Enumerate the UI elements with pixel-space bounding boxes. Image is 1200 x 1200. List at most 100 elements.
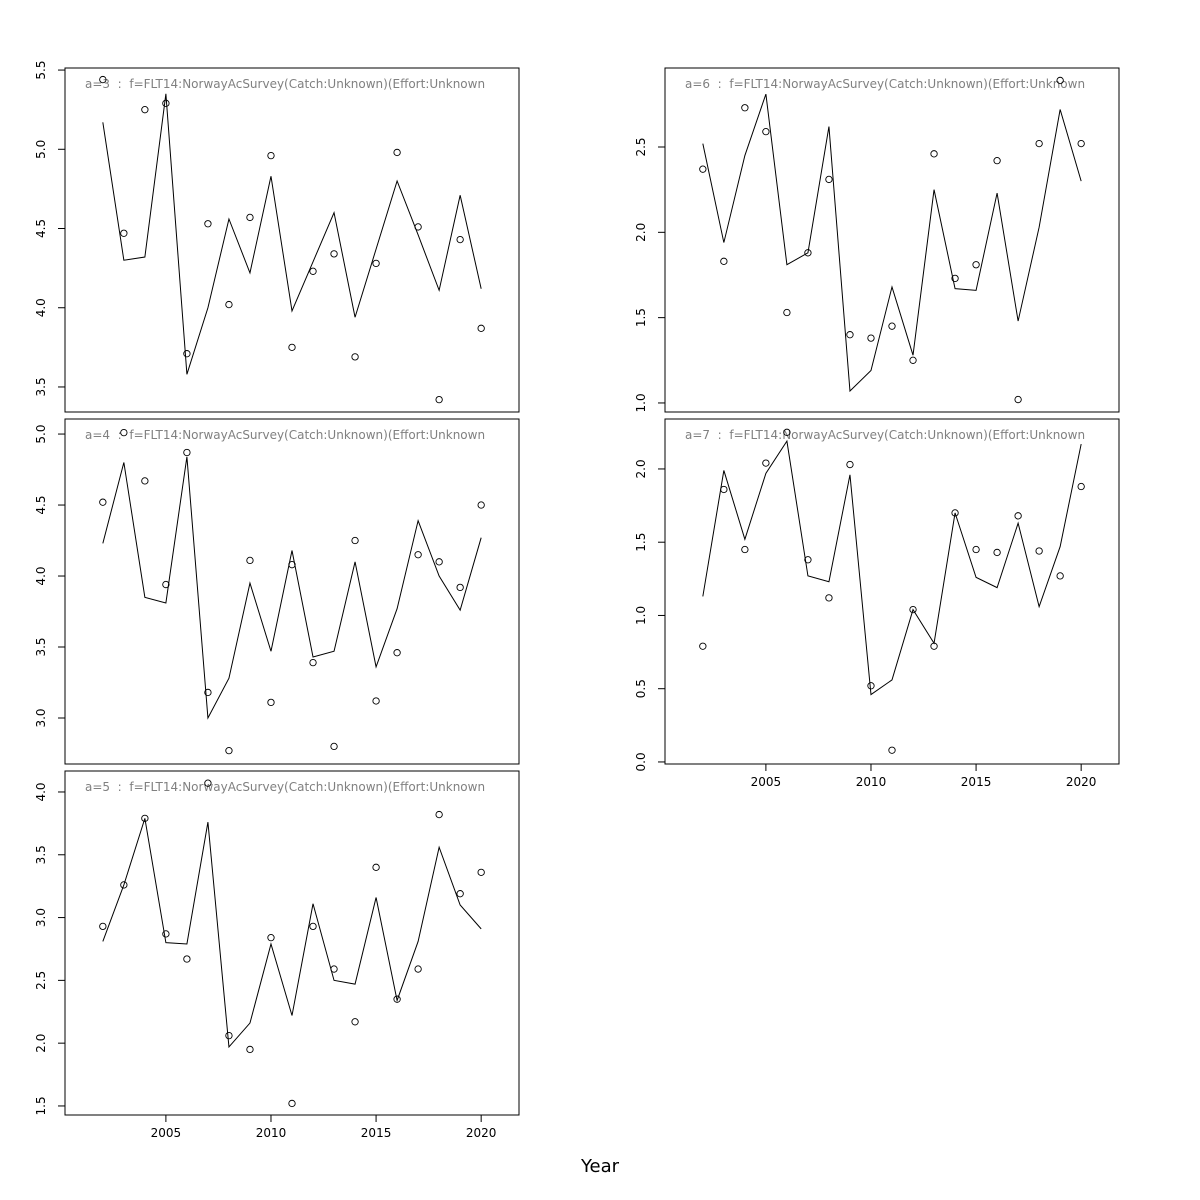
panel: 3.5 4.0 4.5 5.0 5.5 a=3 : f=FLT14:NorwayAcSur… [34, 61, 520, 413]
data-point [867, 334, 875, 342]
y-tick-label: 3.0 [34, 708, 48, 727]
data-point [225, 300, 233, 309]
y-tick-label: 2.5 [34, 971, 48, 990]
panel: 3.0 3.5 4.0 4.5 5.0 a=4 : f=FLT14:NorwayAcSur… [34, 418, 520, 765]
data-point [288, 1099, 296, 1108]
data-point [267, 934, 275, 942]
data-point [99, 922, 107, 931]
y-tick-label: 2.5 [634, 137, 648, 156]
x-tick-label: 2010 [856, 775, 887, 789]
data-point [435, 558, 443, 566]
data-point [456, 583, 464, 592]
data-point [309, 922, 317, 931]
data-point [330, 742, 338, 751]
data-point [972, 545, 980, 554]
data-point [120, 881, 128, 889]
y-tick-label: 2.0 [34, 1034, 48, 1053]
data-point [99, 75, 107, 84]
y-tick-label: 4.0 [34, 566, 48, 585]
data-point [1077, 482, 1085, 491]
y-tick-label: 4.5 [34, 219, 48, 238]
data-point [1035, 547, 1043, 555]
data-point [951, 509, 959, 517]
panel-frame [664, 67, 1120, 413]
data-point [99, 498, 107, 506]
y-tick-label: 0.5 [634, 679, 648, 698]
panel-frame [64, 770, 520, 1116]
y-tick-label: 1.5 [634, 533, 648, 552]
data-point [699, 642, 707, 650]
data-point [993, 157, 1001, 165]
data-point [414, 965, 422, 973]
data-point [330, 250, 338, 258]
data-point [741, 104, 749, 112]
y-tick-label: 3.5 [34, 637, 48, 656]
data-point [267, 151, 275, 160]
panel-frame [664, 418, 1120, 765]
data-point [993, 548, 1001, 557]
panel-title: a=6 : f=FLT14:NorwayAcSurvey(Catch:Unkno… [685, 77, 1085, 91]
data-point [162, 930, 170, 938]
fitted-line [702, 93, 1082, 393]
data-point [120, 229, 128, 237]
data-point [846, 331, 854, 339]
data-point [825, 175, 833, 184]
y-tick-label: 4.5 [34, 495, 48, 514]
data-point [762, 459, 770, 467]
data-point [456, 235, 464, 244]
data-point [204, 688, 212, 697]
data-point [888, 746, 896, 754]
data-point [1056, 572, 1064, 580]
data-point [267, 698, 275, 707]
fitted-line [102, 818, 482, 1049]
data-point [120, 428, 128, 437]
x-tick-label: 2010 [256, 1126, 287, 1140]
y-tick-label: 1.5 [34, 1096, 48, 1115]
data-point [393, 995, 401, 1003]
y-tick-label: 5.0 [34, 425, 48, 444]
panel: 1.0 1.5 2.0 2.5 a=6 : f=FLT14:NorwayAcSurvey… [634, 67, 1120, 413]
fitted-line [102, 456, 482, 720]
data-point [141, 477, 149, 485]
data-point [783, 428, 791, 436]
panel-frame [64, 418, 520, 765]
y-tick-label: 0.0 [634, 752, 648, 771]
data-point [372, 863, 380, 871]
data-point [162, 580, 170, 589]
data-point [225, 1031, 233, 1040]
y-tick-label: 3.5 [34, 377, 48, 396]
data-point [909, 605, 917, 614]
x-tick-label: 2015 [361, 1126, 392, 1140]
data-point [414, 551, 422, 559]
y-tick-label: 1.0 [634, 393, 648, 412]
data-point [351, 353, 359, 361]
y-tick-label: 3.5 [34, 845, 48, 864]
data-point [477, 501, 485, 509]
data-point [435, 810, 443, 819]
x-axis-label: Year [580, 1156, 620, 1177]
data-point [1014, 512, 1022, 520]
data-point [204, 220, 212, 228]
x-tick-label: 2020 [466, 1126, 497, 1140]
data-point [393, 148, 401, 157]
data-point [309, 267, 317, 275]
data-point [351, 536, 359, 545]
panel-title: a=4 : f=FLT14:NorwayAcSurvey(Catch:Unkno… [85, 428, 485, 442]
data-point [477, 324, 485, 332]
data-point [288, 343, 296, 352]
data-point [204, 779, 212, 787]
data-point [246, 213, 254, 222]
data-point [372, 259, 380, 268]
y-tick-label: 3.0 [34, 908, 48, 927]
data-point [1014, 395, 1022, 404]
y-tick-label: 4.0 [34, 298, 48, 317]
data-point [246, 1045, 254, 1054]
data-point [888, 322, 896, 330]
data-point [372, 697, 380, 705]
y-tick-label: 1.5 [634, 308, 648, 327]
panel-title: a=5 : f=FLT14:NorwayAcSurvey(Catch:Unkno… [85, 780, 485, 794]
panel-title: a=3 : f=FLT14:NorwayAcSurvey(Catch:Unkno… [85, 77, 485, 91]
data-point [1077, 139, 1085, 148]
data-point [435, 395, 443, 404]
data-point [741, 545, 749, 554]
